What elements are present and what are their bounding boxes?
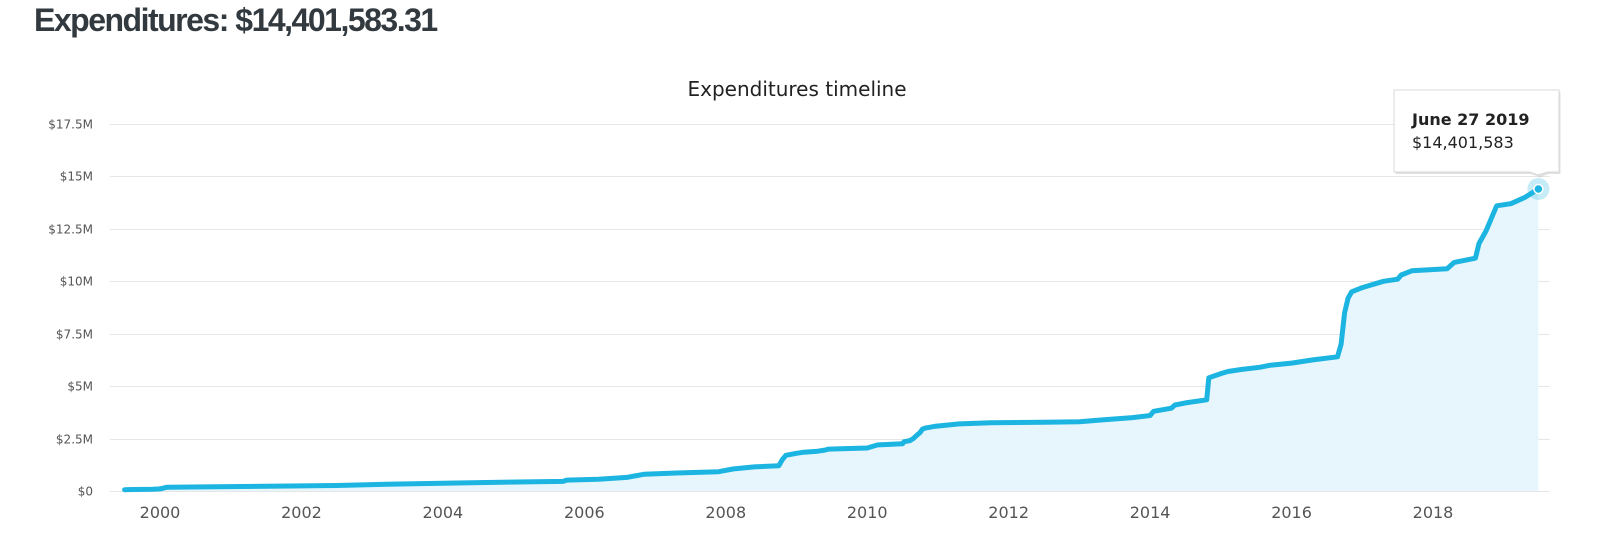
y-axis-ticks: $0 $2.5M $5M $7.5M $10M $12.5M $15M $17.5M (48, 118, 93, 499)
expenditure-line (122, 186, 1541, 493)
expenditure-area (124, 189, 1539, 491)
x-tick-label: 2004 (423, 503, 464, 522)
x-tick-label: 2014 (1130, 503, 1171, 522)
last-point-marker-group (1527, 177, 1550, 200)
y-tick-label: $2.5M (56, 433, 93, 447)
y-tick-label: $12.5M (48, 223, 93, 237)
gridlines (110, 124, 1550, 492)
x-tick-label: 2006 (564, 503, 605, 522)
chart-title: Expenditures timeline (687, 77, 906, 101)
tooltip-value: $14,401,583 (1412, 133, 1514, 152)
y-tick-label: $10M (60, 275, 93, 289)
y-tick-label: $17.5M (48, 118, 93, 132)
x-axis-ticks: 2000 2002 2004 2006 2008 2010 2012 2014 2016 2018 (140, 503, 1454, 522)
last-point-marker[interactable] (1533, 183, 1544, 195)
x-tick-label: 2016 (1271, 503, 1312, 522)
page-title: Expenditures: $14,401,583.31 (34, 2, 438, 38)
x-tick-label: 2008 (705, 503, 746, 522)
x-tick-label: 2010 (847, 503, 888, 522)
y-tick-label: $0 (78, 485, 93, 499)
tooltip: June 27 2019 $14,401,583 (1393, 89, 1561, 177)
y-tick-label: $7.5M (56, 328, 93, 342)
x-tick-label: 2018 (1413, 503, 1454, 522)
y-tick-label: $5M (67, 380, 93, 394)
x-tick-label: 2000 (140, 503, 181, 522)
tooltip-date: June 27 2019 (1411, 110, 1530, 129)
x-tick-label: 2012 (988, 503, 1029, 522)
tooltip-box (1393, 89, 1560, 176)
x-tick-label: 2002 (281, 503, 322, 522)
y-tick-label: $15M (60, 170, 93, 184)
